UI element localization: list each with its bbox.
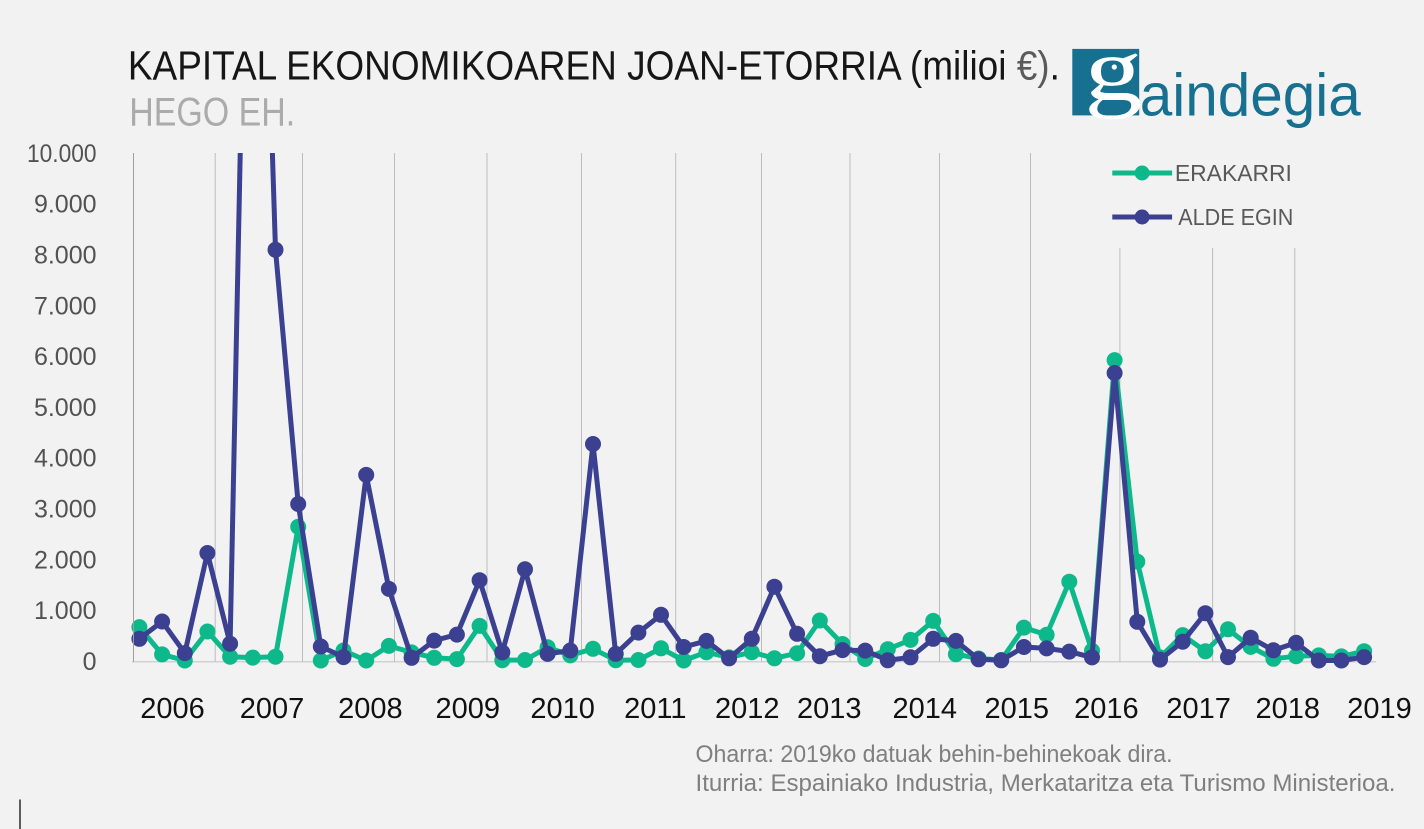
- svg-text:9.000: 9.000: [34, 191, 97, 219]
- svg-text:aindegia: aindegia: [1140, 61, 1362, 128]
- svg-text:2014: 2014: [892, 693, 957, 725]
- svg-text:2017: 2017: [1166, 693, 1231, 725]
- svg-text:2009: 2009: [436, 693, 501, 725]
- svg-text:2015: 2015: [984, 693, 1049, 725]
- svg-text:2019: 2019: [1347, 693, 1412, 725]
- svg-text:2011: 2011: [624, 693, 686, 725]
- svg-text:Oharra: 2019ko datuak behin-be: Oharra: 2019ko datuak behin-behinekoak d…: [696, 741, 1173, 768]
- svg-text:2007: 2007: [240, 693, 305, 725]
- svg-text:5.000: 5.000: [34, 394, 97, 422]
- svg-text:2012: 2012: [715, 693, 780, 725]
- svg-text:4.000: 4.000: [34, 445, 97, 473]
- svg-text:8.000: 8.000: [34, 241, 97, 269]
- svg-text:2013: 2013: [797, 693, 862, 725]
- svg-text:2018: 2018: [1255, 693, 1320, 725]
- svg-text:ALDE EGIN: ALDE EGIN: [1178, 204, 1293, 230]
- svg-text:2008: 2008: [338, 693, 403, 725]
- svg-text:ERAKARRI: ERAKARRI: [1175, 160, 1292, 186]
- svg-text:2010: 2010: [530, 693, 595, 725]
- svg-text:g: g: [1084, 20, 1142, 120]
- svg-text:3.000: 3.000: [34, 496, 97, 524]
- svg-text:2016: 2016: [1074, 693, 1139, 725]
- svg-text:2006: 2006: [140, 693, 205, 725]
- svg-text:6.000: 6.000: [34, 343, 97, 371]
- svg-text:Iturria: Espainiako Industria,: Iturria: Espainiako Industria, Merkatari…: [696, 770, 1396, 797]
- svg-text:1.000: 1.000: [34, 597, 97, 625]
- svg-text:2.000: 2.000: [34, 546, 97, 574]
- svg-text:HEGO EH.: HEGO EH.: [129, 91, 295, 135]
- svg-text:10.000: 10.000: [27, 140, 97, 168]
- svg-text:KAPITAL EKONOMIKOAREN JOAN-ETO: KAPITAL EKONOMIKOAREN JOAN-ETORRIA (mili…: [128, 43, 1060, 89]
- svg-text:7.000: 7.000: [34, 292, 97, 320]
- svg-text:0: 0: [83, 648, 97, 676]
